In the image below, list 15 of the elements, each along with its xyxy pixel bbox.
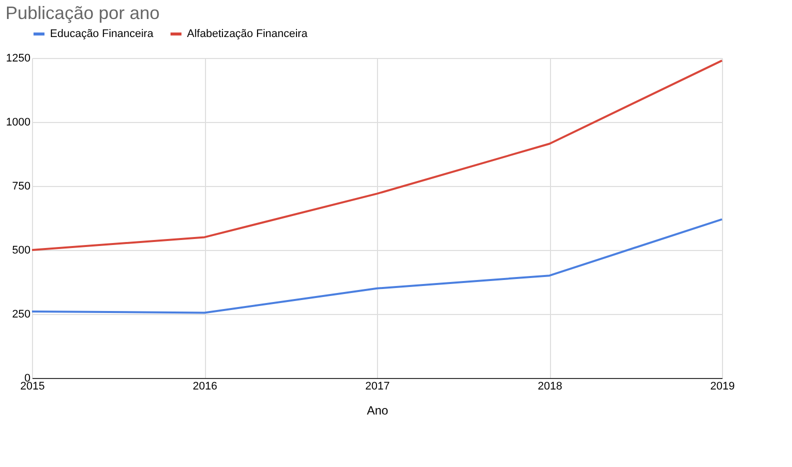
y-tick-label: 1000 <box>6 116 30 128</box>
x-tick-label: 2016 <box>192 380 218 392</box>
legend-label: Educação Financeira <box>50 28 154 40</box>
x-tick-label: 2015 <box>20 380 45 392</box>
legend-label: Alfabetização Financeira <box>187 28 308 40</box>
x-tick-label: 2018 <box>538 380 562 392</box>
x-tick-label: 2017 <box>365 380 390 392</box>
y-tick-label: 1250 <box>6 52 30 64</box>
y-tick-label: 250 <box>12 308 30 320</box>
x-tick-label: 2019 <box>710 380 735 392</box>
line-series <box>31 218 723 314</box>
x-axis-title: Ano <box>366 404 388 418</box>
y-tick-label: 500 <box>12 244 30 256</box>
chart-title: Publicação por ano <box>6 3 160 23</box>
y-tick-label: 750 <box>12 180 30 192</box>
